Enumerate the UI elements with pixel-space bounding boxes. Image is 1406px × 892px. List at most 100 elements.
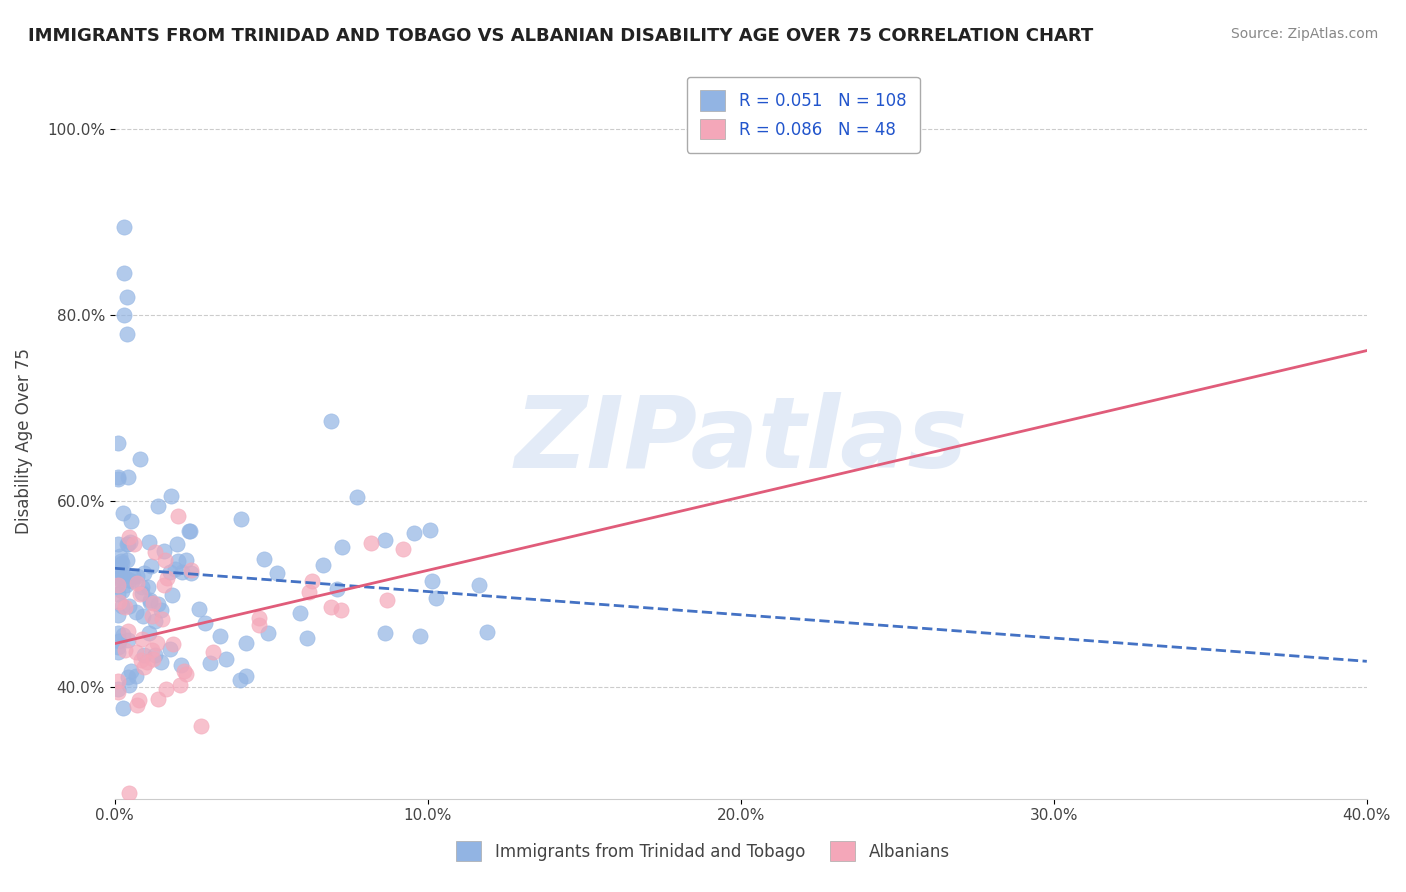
Point	[115, 537, 138, 551]
Point	[419, 524, 441, 538]
Point	[346, 490, 368, 504]
Point	[145, 648, 167, 663]
Point	[134, 660, 156, 674]
Point	[107, 571, 129, 585]
Point	[111, 566, 134, 581]
Legend: R = 0.051   N = 108, R = 0.086   N = 48: R = 0.051 N = 108, R = 0.086 N = 48	[688, 77, 920, 153]
Point	[107, 673, 129, 688]
Point	[125, 669, 148, 683]
Point	[107, 577, 129, 591]
Point	[139, 595, 162, 609]
Point	[125, 605, 148, 619]
Point	[125, 698, 148, 712]
Point	[139, 593, 162, 607]
Point	[200, 657, 222, 671]
Point	[165, 562, 187, 576]
Point	[107, 608, 129, 623]
Point	[179, 524, 201, 539]
Point	[409, 629, 432, 643]
Point	[142, 652, 165, 666]
Point	[141, 643, 163, 657]
Point	[117, 470, 139, 484]
Point	[235, 669, 257, 683]
Point	[247, 617, 270, 632]
Point	[115, 578, 138, 592]
Point	[174, 666, 197, 681]
Point	[374, 533, 396, 548]
Legend: Immigrants from Trinidad and Tobago, Albanians: Immigrants from Trinidad and Tobago, Alb…	[443, 828, 963, 875]
Point	[122, 536, 145, 550]
Point	[114, 643, 136, 657]
Point	[107, 435, 129, 450]
Point	[112, 308, 135, 322]
Point	[107, 644, 129, 658]
Point	[159, 642, 181, 657]
Point	[176, 553, 198, 567]
Point	[392, 542, 415, 557]
Point	[208, 629, 231, 643]
Point	[107, 587, 129, 601]
Point	[112, 219, 135, 234]
Point	[138, 534, 160, 549]
Text: Source: ZipAtlas.com: Source: ZipAtlas.com	[1230, 27, 1378, 41]
Point	[146, 635, 169, 649]
Point	[131, 609, 153, 624]
Point	[145, 545, 167, 559]
Point	[115, 326, 138, 341]
Point	[402, 525, 425, 540]
Point	[120, 664, 142, 678]
Point	[117, 536, 139, 550]
Text: ZIPatlas: ZIPatlas	[515, 392, 967, 490]
Point	[114, 599, 136, 614]
Point	[375, 592, 398, 607]
Point	[149, 656, 172, 670]
Point	[118, 786, 141, 800]
Point	[170, 565, 193, 579]
Point	[107, 681, 129, 696]
Point	[107, 625, 129, 640]
Point	[108, 634, 131, 648]
Point	[321, 414, 343, 428]
Point	[141, 596, 163, 610]
Point	[108, 549, 131, 564]
Point	[108, 595, 131, 609]
Point	[107, 685, 129, 699]
Point	[111, 599, 134, 613]
Point	[136, 580, 159, 594]
Point	[117, 599, 139, 614]
Point	[134, 648, 156, 662]
Point	[111, 700, 134, 714]
Point	[167, 554, 190, 568]
Point	[162, 588, 184, 602]
Point	[159, 566, 181, 580]
Point	[111, 628, 134, 642]
Point	[122, 568, 145, 582]
Point	[127, 575, 149, 590]
Point	[180, 563, 202, 577]
Point	[141, 558, 163, 573]
Point	[425, 591, 447, 605]
Point	[145, 614, 167, 628]
Point	[110, 560, 132, 574]
Point	[117, 678, 139, 692]
Point	[288, 606, 311, 620]
Point	[107, 472, 129, 486]
Point	[295, 631, 318, 645]
Point	[162, 637, 184, 651]
Point	[111, 556, 134, 570]
Point	[159, 490, 181, 504]
Point	[420, 574, 443, 589]
Point	[125, 645, 148, 659]
Point	[129, 451, 152, 466]
Point	[115, 553, 138, 567]
Point	[118, 534, 141, 549]
Point	[475, 624, 498, 639]
Point	[128, 693, 150, 707]
Point	[170, 657, 193, 672]
Point	[149, 603, 172, 617]
Point	[131, 585, 153, 599]
Point	[253, 551, 276, 566]
Point	[468, 578, 491, 592]
Point	[141, 609, 163, 624]
Point	[115, 290, 138, 304]
